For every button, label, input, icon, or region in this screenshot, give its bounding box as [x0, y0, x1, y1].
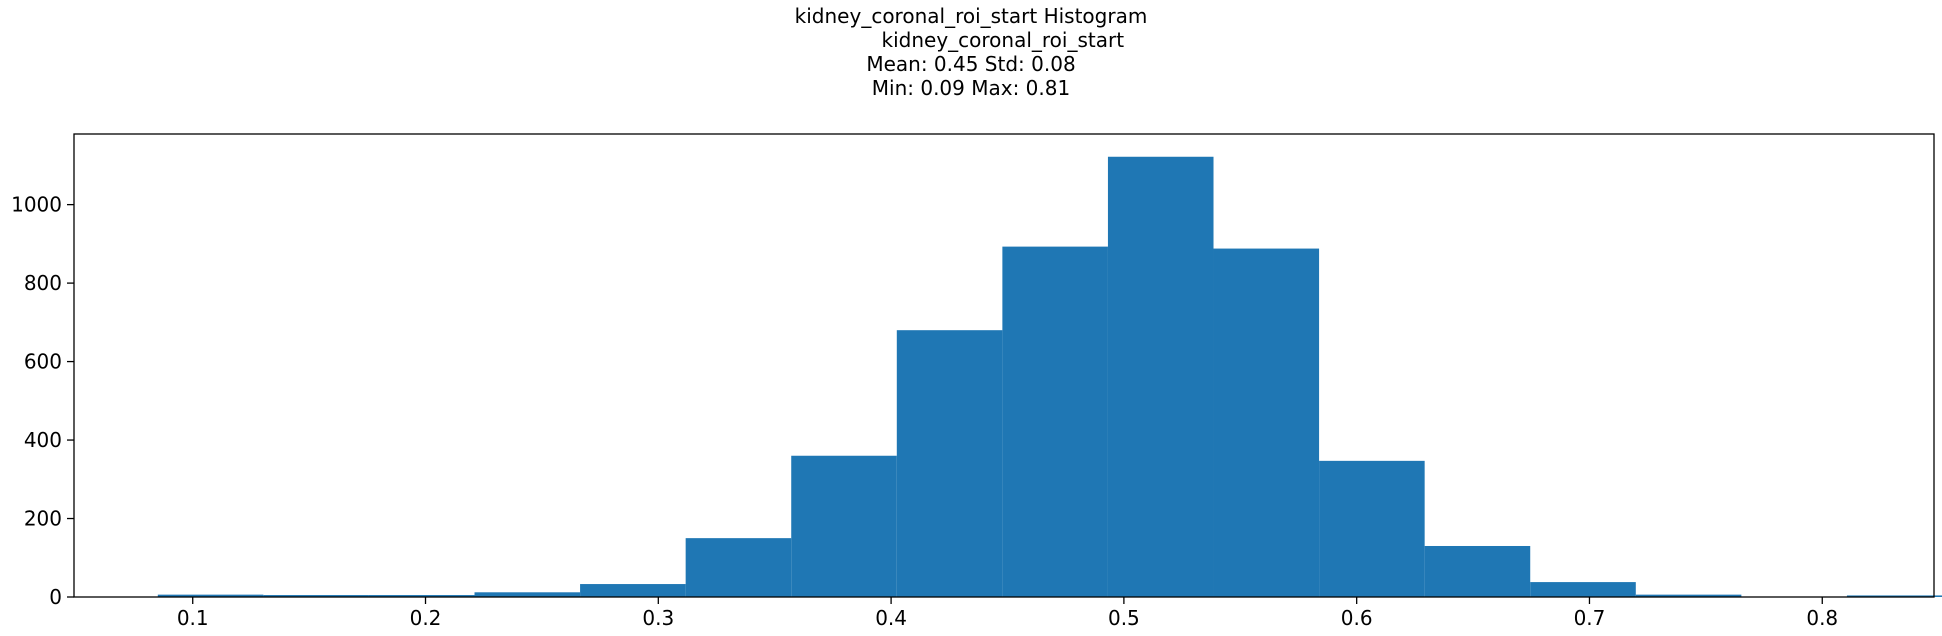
x-axis: 0.1 0.2 0.3 0.4 0.5 0.6 0.7 0.8: [177, 597, 1838, 630]
y-tick-label: 0: [49, 585, 62, 609]
x-tick-label: 0.8: [1806, 606, 1838, 630]
histogram-bar: [1002, 246, 1108, 597]
histogram-bar: [791, 455, 897, 597]
histogram-bar: [1846, 595, 1942, 597]
histogram-bar: [1530, 582, 1636, 597]
y-tick-label: 600: [24, 350, 62, 374]
y-tick-label: 200: [24, 507, 62, 531]
histogram-bar: [685, 538, 792, 597]
histogram-bar: [368, 595, 475, 597]
histogram-bar: [1424, 545, 1531, 597]
x-tick-label: 0.2: [410, 606, 442, 630]
histogram-bar: [580, 584, 686, 597]
y-tick-label: 400: [24, 428, 62, 452]
histogram-bar: [1635, 594, 1742, 597]
histogram-bar: [474, 592, 581, 597]
histogram-bar: [1107, 156, 1214, 597]
histogram-bars: [157, 156, 1942, 597]
x-tick-label: 0.4: [875, 606, 907, 630]
chart-title: kidney_coronal_roi_start Histogram: [794, 4, 1148, 28]
y-axis: 0 200 400 600 800 1000: [11, 193, 74, 609]
histogram-bar: [1319, 460, 1425, 597]
y-tick-label: 1000: [11, 193, 62, 217]
x-tick-label: 0.3: [642, 606, 674, 630]
chart-subtitle-line-2: Mean: 0.45 Std: 0.08: [866, 52, 1076, 76]
histogram-bar: [896, 330, 1003, 597]
x-tick-label: 0.6: [1341, 606, 1373, 630]
chart-subtitle-line-3: Min: 0.09 Max: 0.81: [871, 76, 1071, 100]
histogram-bar: [1213, 248, 1320, 597]
x-tick-label: 0.1: [177, 606, 209, 630]
x-tick-label: 0.5: [1108, 606, 1140, 630]
axes-frame: [73, 133, 1935, 598]
y-tick-label: 800: [24, 271, 62, 295]
x-tick-label: 0.7: [1574, 606, 1606, 630]
histogram-bar: [157, 594, 264, 597]
chart-subtitle-line-1: kidney_coronal_roi_start: [817, 28, 1125, 52]
histogram-bar: [263, 595, 369, 597]
